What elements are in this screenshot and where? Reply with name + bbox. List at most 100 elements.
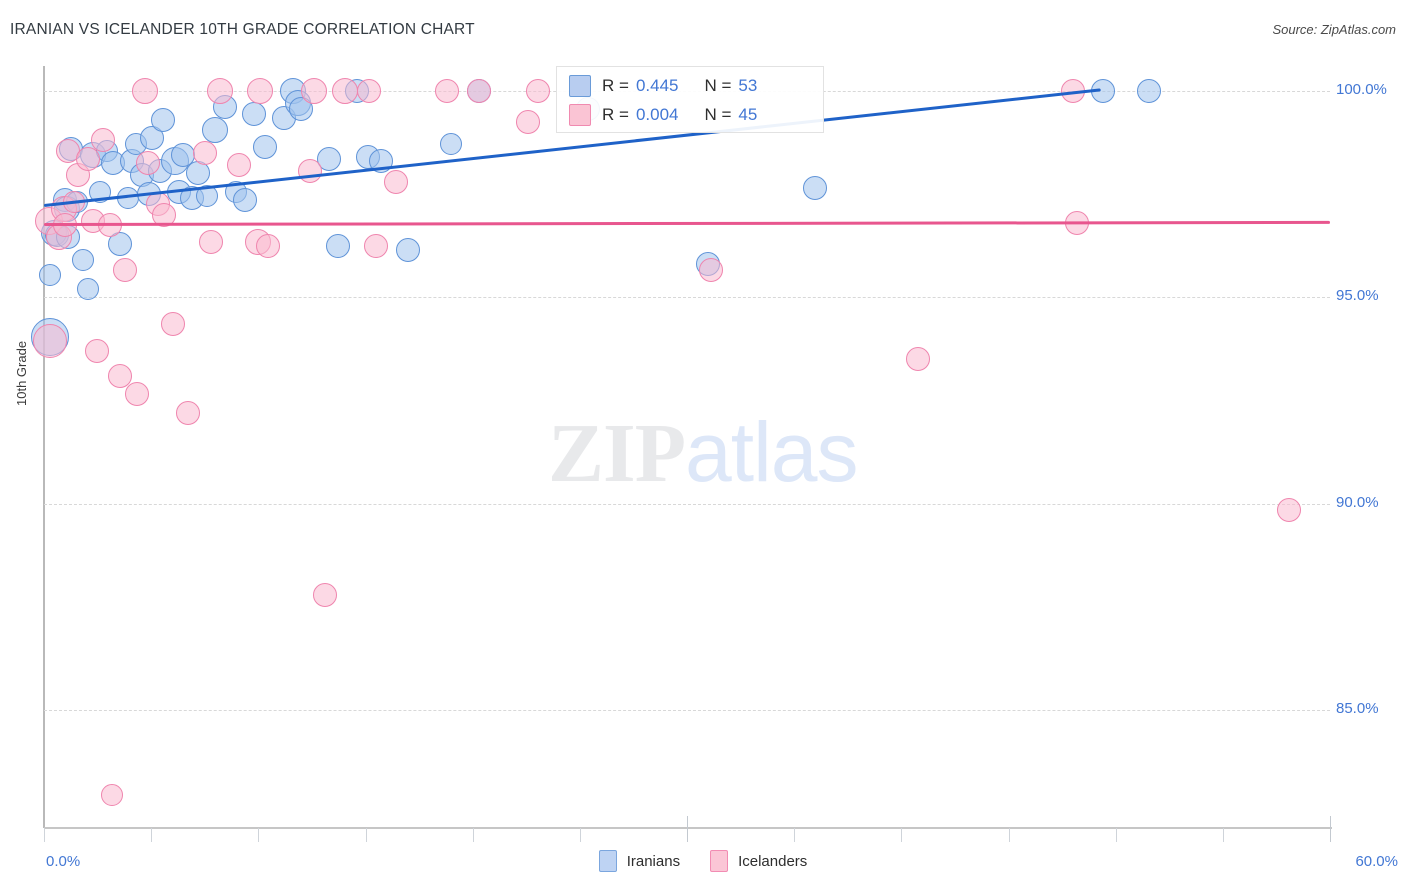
x-axis-label-max: 60.0%	[1355, 853, 1398, 870]
data-point-pink[interactable]	[55, 138, 80, 163]
y-axis-title: 10th Grade	[14, 340, 29, 406]
data-point-pink[interactable]	[297, 159, 322, 184]
series-label-icelanders: Icelanders	[738, 852, 808, 870]
data-point-pink[interactable]	[301, 77, 328, 104]
data-point-blue[interactable]	[71, 249, 94, 272]
data-point-pink[interactable]	[383, 169, 408, 194]
data-point-blue[interactable]	[186, 161, 211, 186]
data-point-blue[interactable]	[242, 101, 267, 126]
data-point-blue[interactable]	[396, 237, 421, 262]
y-axis-tick-label: 90.0%	[1336, 493, 1379, 511]
watermark: ZIPatlas	[548, 404, 858, 502]
legend-n-key-0: N =	[704, 76, 732, 95]
data-point-pink[interactable]	[1277, 498, 1302, 523]
legend-r-key-1: R =	[602, 105, 629, 124]
x-axis-tick	[687, 816, 688, 842]
y-axis-line	[43, 66, 45, 828]
y-axis-tick-label: 100.0%	[1336, 80, 1387, 98]
series-swatch-icelanders	[710, 850, 729, 872]
data-point-blue[interactable]	[440, 133, 463, 156]
data-point-blue[interactable]	[202, 117, 229, 144]
data-point-pink[interactable]	[364, 233, 389, 258]
data-point-pink[interactable]	[175, 400, 200, 425]
watermark-atlas: atlas	[685, 405, 858, 499]
legend-swatch-iranians	[569, 75, 591, 97]
gridline	[44, 710, 1330, 712]
series-legend: Iranians Icelanders	[0, 850, 1406, 872]
x-axis-tick	[579, 828, 581, 842]
data-point-blue[interactable]	[802, 175, 827, 200]
data-point-pink[interactable]	[526, 78, 551, 103]
y-axis-tick-label: 95.0%	[1336, 287, 1379, 305]
x-axis-tick	[44, 828, 45, 842]
x-axis-tick	[1115, 828, 1117, 842]
page-title: IRANIAN VS ICELANDER 10TH GRADE CORRELAT…	[10, 21, 475, 38]
data-point-pink[interactable]	[516, 109, 541, 134]
source-label: Source: ZipAtlas.com	[1272, 22, 1396, 37]
legend-swatch-icelanders	[569, 104, 591, 126]
data-point-blue[interactable]	[233, 188, 258, 213]
data-point-pink[interactable]	[467, 78, 492, 103]
data-point-pink[interactable]	[698, 258, 723, 283]
gridline	[44, 503, 1330, 505]
trendline-pink	[43, 220, 1331, 226]
data-point-pink[interactable]	[247, 77, 274, 104]
data-point-blue[interactable]	[39, 263, 62, 286]
data-point-pink[interactable]	[113, 258, 138, 283]
x-axis-tick	[1330, 816, 1331, 842]
legend-n-value-0: 53	[738, 76, 758, 95]
x-axis-tick	[1222, 828, 1224, 842]
legend-r-value-1: 0.004	[635, 105, 679, 124]
data-point-pink[interactable]	[108, 363, 133, 388]
legend-row-icelanders: R = 0.004 N = 45	[569, 101, 757, 129]
x-axis-label-min: 0.0%	[46, 853, 81, 870]
x-axis-tick	[258, 828, 260, 842]
data-point-pink[interactable]	[906, 347, 931, 372]
data-point-blue[interactable]	[325, 233, 350, 258]
legend-row-iranians: R = 0.445 N = 53	[569, 72, 757, 100]
series-legend-item-iranians[interactable]: Iranians	[598, 850, 681, 872]
data-point-blue[interactable]	[150, 107, 175, 132]
series-legend-item-icelanders[interactable]: Icelanders	[710, 850, 807, 872]
series-swatch-iranians	[598, 850, 617, 872]
data-point-pink[interactable]	[227, 153, 252, 178]
data-point-pink[interactable]	[332, 77, 359, 104]
data-point-pink[interactable]	[100, 784, 123, 807]
x-axis-tick	[151, 828, 153, 842]
y-axis-tick-label: 85.0%	[1336, 700, 1379, 718]
plot-area: ZIPatlas	[31, 66, 1331, 826]
data-point-pink[interactable]	[131, 77, 158, 104]
x-axis-tick	[1008, 828, 1010, 842]
data-point-blue[interactable]	[76, 278, 99, 301]
series-label-iranians: Iranians	[626, 852, 681, 870]
data-point-pink[interactable]	[356, 78, 381, 103]
data-point-pink[interactable]	[312, 582, 337, 607]
data-point-pink[interactable]	[192, 140, 217, 165]
data-point-pink[interactable]	[135, 151, 160, 176]
data-point-pink[interactable]	[160, 312, 185, 337]
data-point-pink[interactable]	[90, 128, 115, 153]
data-point-pink[interactable]	[125, 382, 150, 407]
data-point-blue[interactable]	[252, 134, 277, 159]
legend-r-key-0: R =	[602, 76, 629, 95]
data-point-blue[interactable]	[1136, 78, 1161, 103]
x-axis-tick	[794, 828, 796, 842]
data-point-pink[interactable]	[199, 229, 224, 254]
data-point-pink[interactable]	[434, 78, 459, 103]
data-point-pink[interactable]	[75, 146, 100, 171]
legend-n-value-1: 45	[738, 105, 758, 124]
correlation-legend: R = 0.445 N = 53 R = 0.004 N = 45	[556, 66, 824, 133]
data-point-pink[interactable]	[33, 323, 68, 358]
legend-r-value-0: 0.445	[635, 76, 679, 95]
data-point-pink[interactable]	[206, 77, 233, 104]
x-axis-tick	[472, 828, 474, 842]
legend-n-key-1: N =	[704, 105, 732, 124]
data-point-pink[interactable]	[255, 233, 280, 258]
watermark-zip: ZIP	[548, 407, 686, 500]
data-point-blue[interactable]	[108, 231, 133, 256]
x-axis-tick	[365, 828, 367, 842]
data-point-pink[interactable]	[84, 339, 109, 363]
x-axis-line	[44, 827, 1332, 829]
x-axis-tick	[901, 828, 903, 842]
